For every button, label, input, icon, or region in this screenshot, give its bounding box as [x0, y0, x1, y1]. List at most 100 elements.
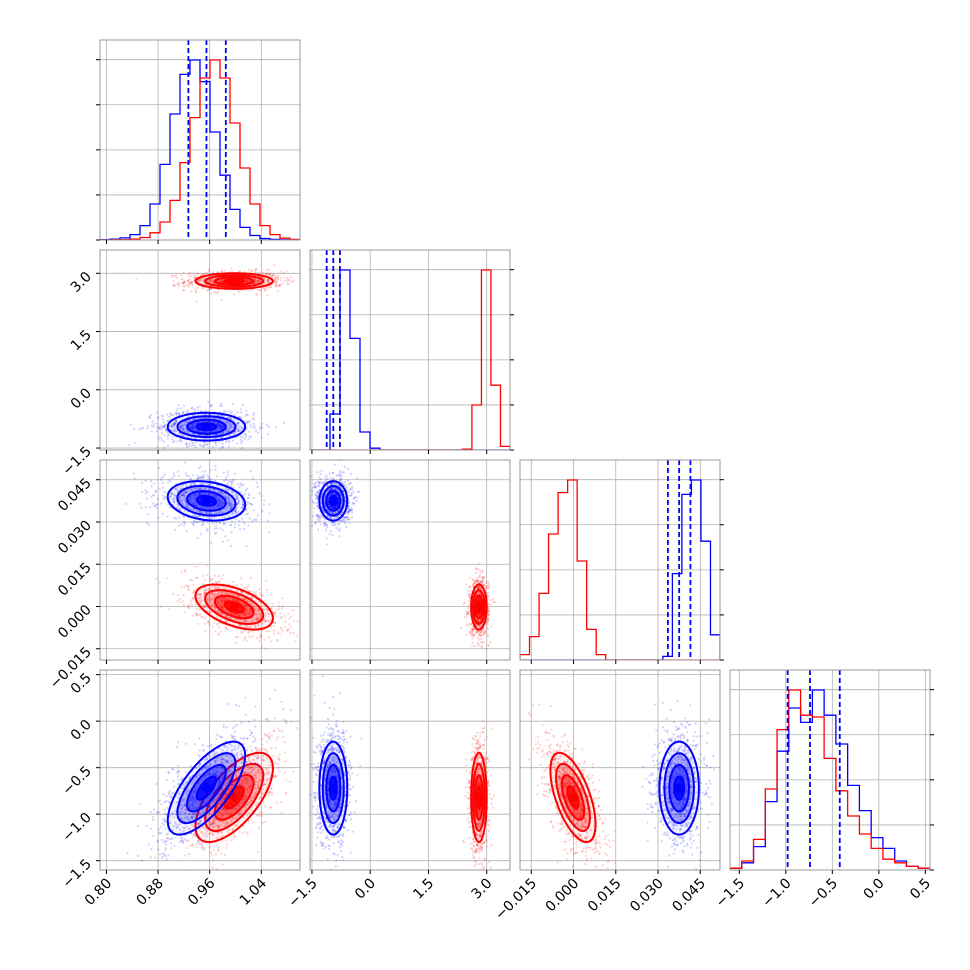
x-tick-label: 3.0 [468, 876, 495, 903]
contour-line [186, 489, 227, 512]
density-peak [200, 782, 213, 794]
x-tick-label: −0.5 [806, 876, 841, 911]
panel-frame [309, 669, 511, 871]
contour-line [166, 480, 247, 522]
contour-line [213, 594, 255, 620]
contour-line [204, 274, 265, 288]
x-tick-label: −1.5 [713, 876, 748, 911]
contour-line [204, 762, 265, 832]
panel-3-1: −1.5 0.0 1.5 3.0 [285, 669, 511, 911]
contour-line [194, 583, 274, 631]
contour-line [223, 600, 245, 614]
contour-line [204, 589, 265, 625]
y-tick-label: 0.0 [68, 717, 95, 744]
density-series-0 [318, 740, 349, 836]
histogram-series-1 [730, 689, 930, 870]
panel-1-1 [309, 249, 514, 454]
panel-frame [99, 459, 301, 661]
panel-frame [729, 669, 931, 871]
density-peak [230, 277, 239, 286]
x-tick-label: 0.030 [627, 876, 667, 916]
x-tick-label: −1.0 [759, 876, 794, 911]
panel-frame [99, 669, 301, 871]
x-tick-label: −1.5 [285, 876, 320, 911]
density-peak [228, 791, 240, 804]
density-series-0 [658, 740, 700, 836]
density-series-1 [194, 583, 274, 631]
contour-line [223, 785, 245, 810]
y-tick-label: 1.5 [68, 327, 95, 354]
density-series-1 [549, 751, 597, 844]
histogram-series-0 [100, 59, 300, 240]
density-series-1 [470, 751, 488, 844]
x-tick-label: 0.045 [669, 876, 709, 916]
contour-line [186, 763, 227, 813]
panel-frame [519, 459, 721, 661]
density-series-0 [166, 740, 247, 836]
y-tick-label: −1.0 [59, 810, 94, 845]
contour-line [195, 775, 218, 801]
panel-frame [309, 249, 511, 451]
y-tick-label: −1.5 [59, 444, 94, 479]
contour-line [658, 740, 700, 836]
histogram-series-0 [730, 689, 930, 870]
density-peak [202, 422, 211, 431]
contour-line [166, 411, 247, 442]
panel-3-0: 0.80 0.88 0.96 1.04−1.5−1.0−0.50.00.5 [59, 669, 301, 909]
histogram-series-1 [100, 59, 300, 240]
panel-2-2 [519, 459, 724, 664]
density-series-1 [470, 583, 488, 631]
y-tick-label: 3.0 [68, 269, 95, 296]
contour-line [176, 485, 237, 517]
contour-line [470, 751, 488, 844]
histogram-series-0 [520, 479, 720, 660]
density-peak [229, 601, 240, 613]
contour-line [560, 774, 586, 821]
x-tick-label: 0.000 [543, 876, 583, 916]
x-tick-label: 0.0 [352, 876, 379, 903]
contour-line [325, 489, 342, 512]
density-peak [329, 784, 338, 793]
contour-line [186, 418, 227, 435]
y-tick-label: 0.0 [68, 385, 95, 412]
contour-line [566, 785, 580, 810]
panel-0-0 [96, 39, 301, 244]
density-series-0 [166, 480, 247, 522]
histogram-series-1 [310, 269, 510, 450]
histogram-series-1 [520, 479, 720, 660]
density-series-0 [318, 480, 349, 522]
panel-1-0: −1.5 0.0 1.5 3.0 [59, 249, 301, 479]
density-peak [201, 496, 211, 506]
contour-line [472, 589, 486, 625]
y-tick-label: 0.015 [55, 560, 95, 600]
panel-2-1 [309, 459, 511, 664]
y-tick-label: −1.5 [59, 856, 94, 891]
density-peak [567, 792, 579, 803]
panel-frame [519, 669, 721, 871]
contour-line [321, 485, 345, 517]
density-peak [675, 784, 684, 793]
x-tick-label: 1.04 [237, 875, 270, 908]
contour-line [318, 480, 349, 522]
contour-line [318, 740, 349, 836]
x-tick-label: −0.015 [492, 876, 540, 924]
x-tick-label: 0.88 [134, 876, 167, 909]
contour-line [663, 752, 695, 825]
contour-line [194, 272, 274, 290]
density-peak [474, 793, 483, 802]
y-tick-label: −0.5 [59, 763, 94, 798]
x-tick-label: 0.80 [82, 876, 115, 909]
density-series-1 [194, 272, 274, 290]
density-series-1 [194, 751, 274, 844]
panel-3-3: −1.5 −1.0 −0.5 0.0 0.5 [713, 669, 934, 911]
scatter-series-1 [155, 564, 299, 650]
contour-line [213, 774, 255, 821]
y-tick-label: 0.030 [55, 517, 95, 557]
density-peak [329, 496, 338, 505]
x-tick-label: 0.96 [185, 875, 218, 908]
contour-line [176, 752, 237, 825]
y-tick-label: 0.045 [55, 475, 95, 515]
x-tick-label: 0.015 [585, 876, 625, 916]
